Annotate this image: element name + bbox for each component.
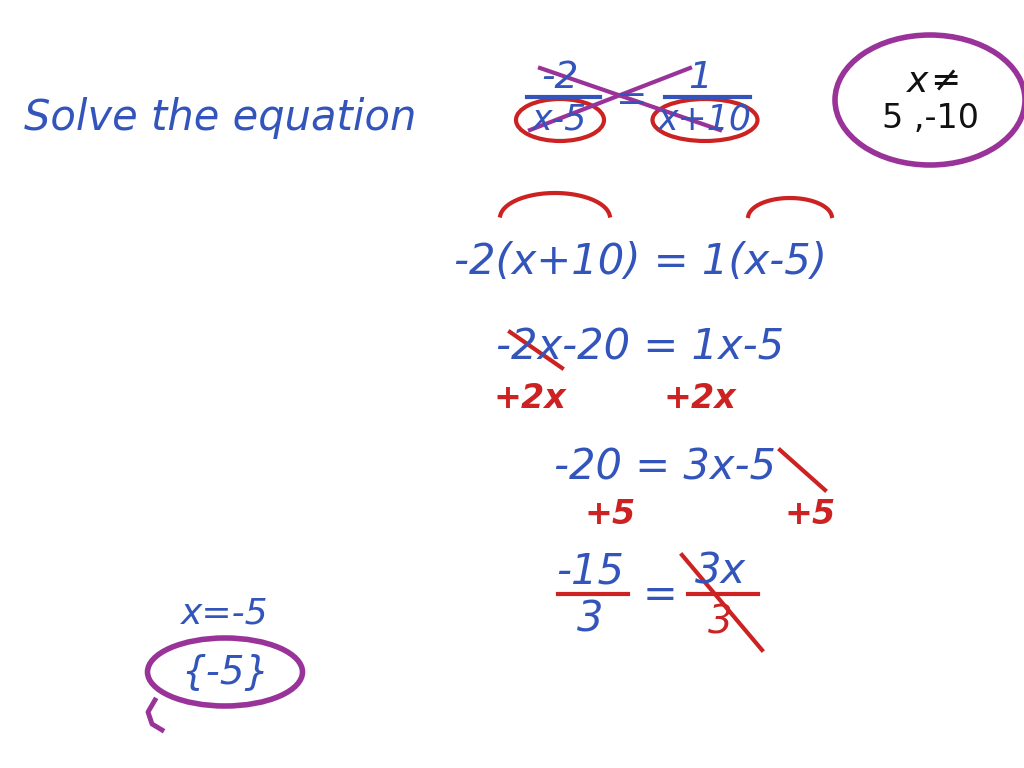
Text: -2(x+10) = 1(x-5): -2(x+10) = 1(x-5) [454,241,826,283]
Text: 5 ,-10: 5 ,-10 [882,101,979,134]
Text: +5: +5 [784,498,836,531]
Text: x: x [907,65,929,99]
Text: x-5: x-5 [532,103,588,137]
Text: -2: -2 [542,60,579,96]
Text: 3x: 3x [694,551,745,593]
Text: 3: 3 [708,603,732,641]
Text: -20 = 3x-5: -20 = 3x-5 [554,447,776,489]
Text: Solve the equation: Solve the equation [24,97,416,139]
Text: =: = [616,82,648,118]
Text: 1: 1 [688,60,712,96]
Text: =: = [643,574,677,616]
Text: ≠: ≠ [930,65,961,99]
Text: x+10: x+10 [658,103,752,137]
Text: 3: 3 [577,599,603,641]
Text: x=-5: x=-5 [181,597,269,631]
Text: -2x-20 = 1x-5: -2x-20 = 1x-5 [496,327,784,369]
Text: +2x: +2x [664,382,736,415]
Text: {-5}: {-5} [181,653,269,691]
Text: +5: +5 [585,498,636,531]
Text: +2x: +2x [494,382,566,415]
Text: -15: -15 [556,551,624,593]
